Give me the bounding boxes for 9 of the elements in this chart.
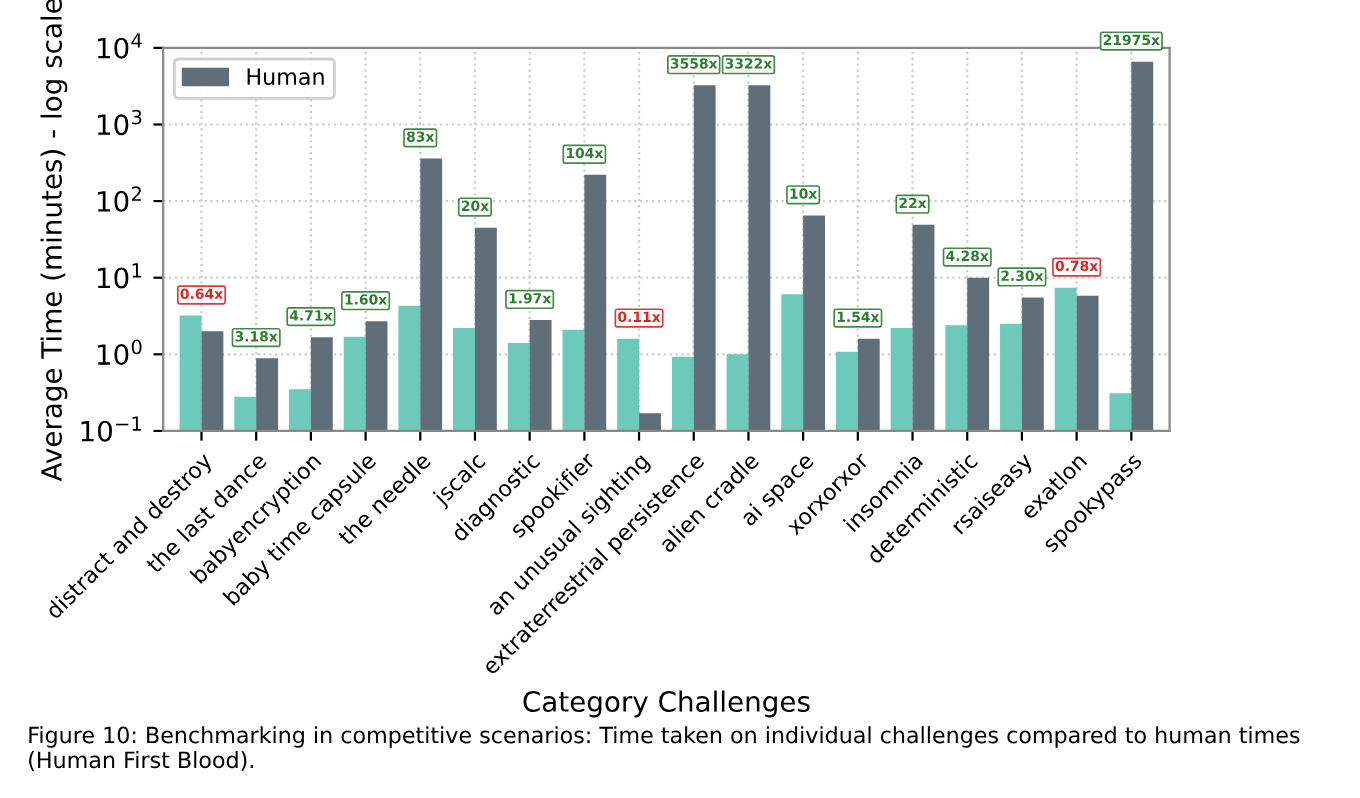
y-tick-label: 10$^{3}$ <box>97 109 142 136</box>
y-tick-label: 10$^{2}$ <box>97 186 141 212</box>
y-tick-label: 10$^{0}$ <box>97 339 142 366</box>
y-tick-label: 10$^{−1}$ <box>81 416 141 442</box>
y-tick-label: 10$^{1}$ <box>97 263 142 289</box>
x-axis-title: Category Challenges <box>523 690 810 718</box>
legend-label: Human <box>247 68 324 86</box>
y-tick-label: 10$^{4}$ <box>97 33 142 59</box>
caption: Figure 10: Benchmarking in competitive scenarios: Time taken on individual challenges compared to human times (Human First Blood). <box>29 726 1300 771</box>
